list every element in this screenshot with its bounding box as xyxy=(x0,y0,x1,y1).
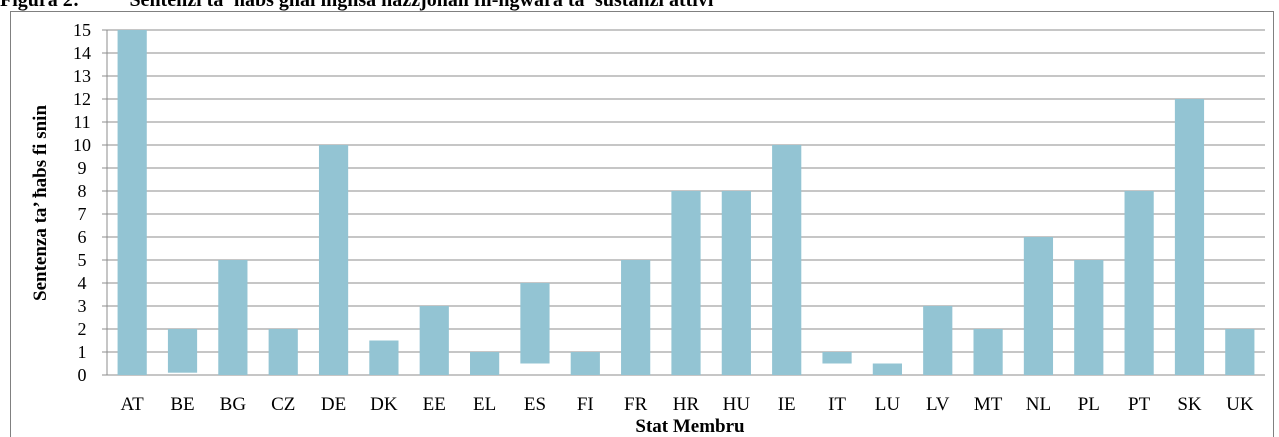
y-tick-label: 13 xyxy=(73,66,91,86)
x-tick-label: EE xyxy=(423,394,446,415)
axes xyxy=(102,29,108,376)
x-tick-label: LU xyxy=(875,394,901,415)
bar-uk xyxy=(1225,329,1255,375)
y-tick-label: 3 xyxy=(78,296,87,316)
bar-pl xyxy=(1074,260,1104,375)
x-tick-label: PL xyxy=(1078,394,1100,415)
x-tick-labels: AT BE BG CZ DE DK EE EL ES FI FR HR HU IE IT LU LV MT NL PL… xyxy=(121,394,1254,415)
bar-fi xyxy=(570,352,600,375)
x-tick-label: FR xyxy=(624,394,648,415)
bar-bg xyxy=(218,260,248,375)
y-tick-label: 1 xyxy=(78,342,87,362)
x-tick-label: LV xyxy=(926,394,950,415)
y-axis-label: Sentenza ta’ ħabs fi snin xyxy=(30,105,51,301)
bar-lv xyxy=(923,306,953,375)
y-tick-label: 5 xyxy=(78,250,87,270)
x-tick-label: UK xyxy=(1226,394,1254,415)
bar-lu xyxy=(872,363,902,375)
y-tick-label: 4 xyxy=(78,273,87,293)
x-tick-label: PT xyxy=(1128,394,1151,415)
bar-fr xyxy=(621,260,651,375)
y-tick-label: 9 xyxy=(78,158,87,178)
chart-frame xyxy=(10,11,1274,437)
x-axis-label: Stat Membru xyxy=(635,416,745,437)
y-tick-label: 2 xyxy=(78,319,87,339)
figure-title: Sentenzi ta' ħabs għal ingħsa nazzjonali… xyxy=(129,0,714,11)
bar-be xyxy=(167,329,198,373)
x-tick-label: CZ xyxy=(271,394,295,415)
bar-it xyxy=(822,352,852,364)
bar-hr xyxy=(671,191,701,375)
bar-nl xyxy=(1023,237,1054,375)
x-tick-label: BG xyxy=(220,394,247,415)
x-tick-label: HU xyxy=(723,394,751,415)
bar-hu xyxy=(721,191,751,375)
y-tick-label: 6 xyxy=(78,227,87,247)
x-tick-label: SK xyxy=(1177,394,1202,415)
bar-ee xyxy=(419,306,449,375)
y-tick-label: 12 xyxy=(73,89,91,109)
x-tick-label: FI xyxy=(577,394,594,415)
figure-heading: Figura 2: Sentenzi ta' ħabs għal ingħsa … xyxy=(0,0,713,12)
bar-ie xyxy=(772,145,802,375)
x-tick-label: MT xyxy=(974,394,1003,415)
x-tick-label: IE xyxy=(778,394,796,415)
x-tick-label: DE xyxy=(321,394,346,415)
x-tick-label: AT xyxy=(121,394,145,415)
bar-de xyxy=(318,145,349,375)
x-tick-label: DK xyxy=(370,394,398,415)
bar-sk xyxy=(1174,99,1205,375)
y-tick-label: 14 xyxy=(73,43,91,63)
bar-es xyxy=(520,283,550,364)
x-tick-label: HR xyxy=(673,394,700,415)
y-tick-label: 7 xyxy=(78,204,87,224)
bar-mt xyxy=(973,329,1003,375)
x-tick-label: EL xyxy=(473,394,496,415)
bars xyxy=(117,30,1255,375)
bar-dk xyxy=(369,340,399,375)
x-tick-label: NL xyxy=(1026,394,1051,415)
bar-el xyxy=(470,352,500,375)
bar-at xyxy=(117,30,147,375)
x-tick-label: BE xyxy=(170,394,194,415)
y-tick-label: 15 xyxy=(73,20,91,40)
x-tick-label: IT xyxy=(828,394,846,415)
bar-pt xyxy=(1124,191,1154,375)
x-tick-label: ES xyxy=(524,394,546,415)
y-tick-label: 8 xyxy=(78,181,87,201)
figure-label: Figura 2: xyxy=(0,0,80,11)
y-tick-label: 0 xyxy=(78,365,87,385)
y-tick-label: 10 xyxy=(73,135,91,155)
y-tick-label: 11 xyxy=(73,112,90,132)
bar-cz xyxy=(268,329,298,375)
